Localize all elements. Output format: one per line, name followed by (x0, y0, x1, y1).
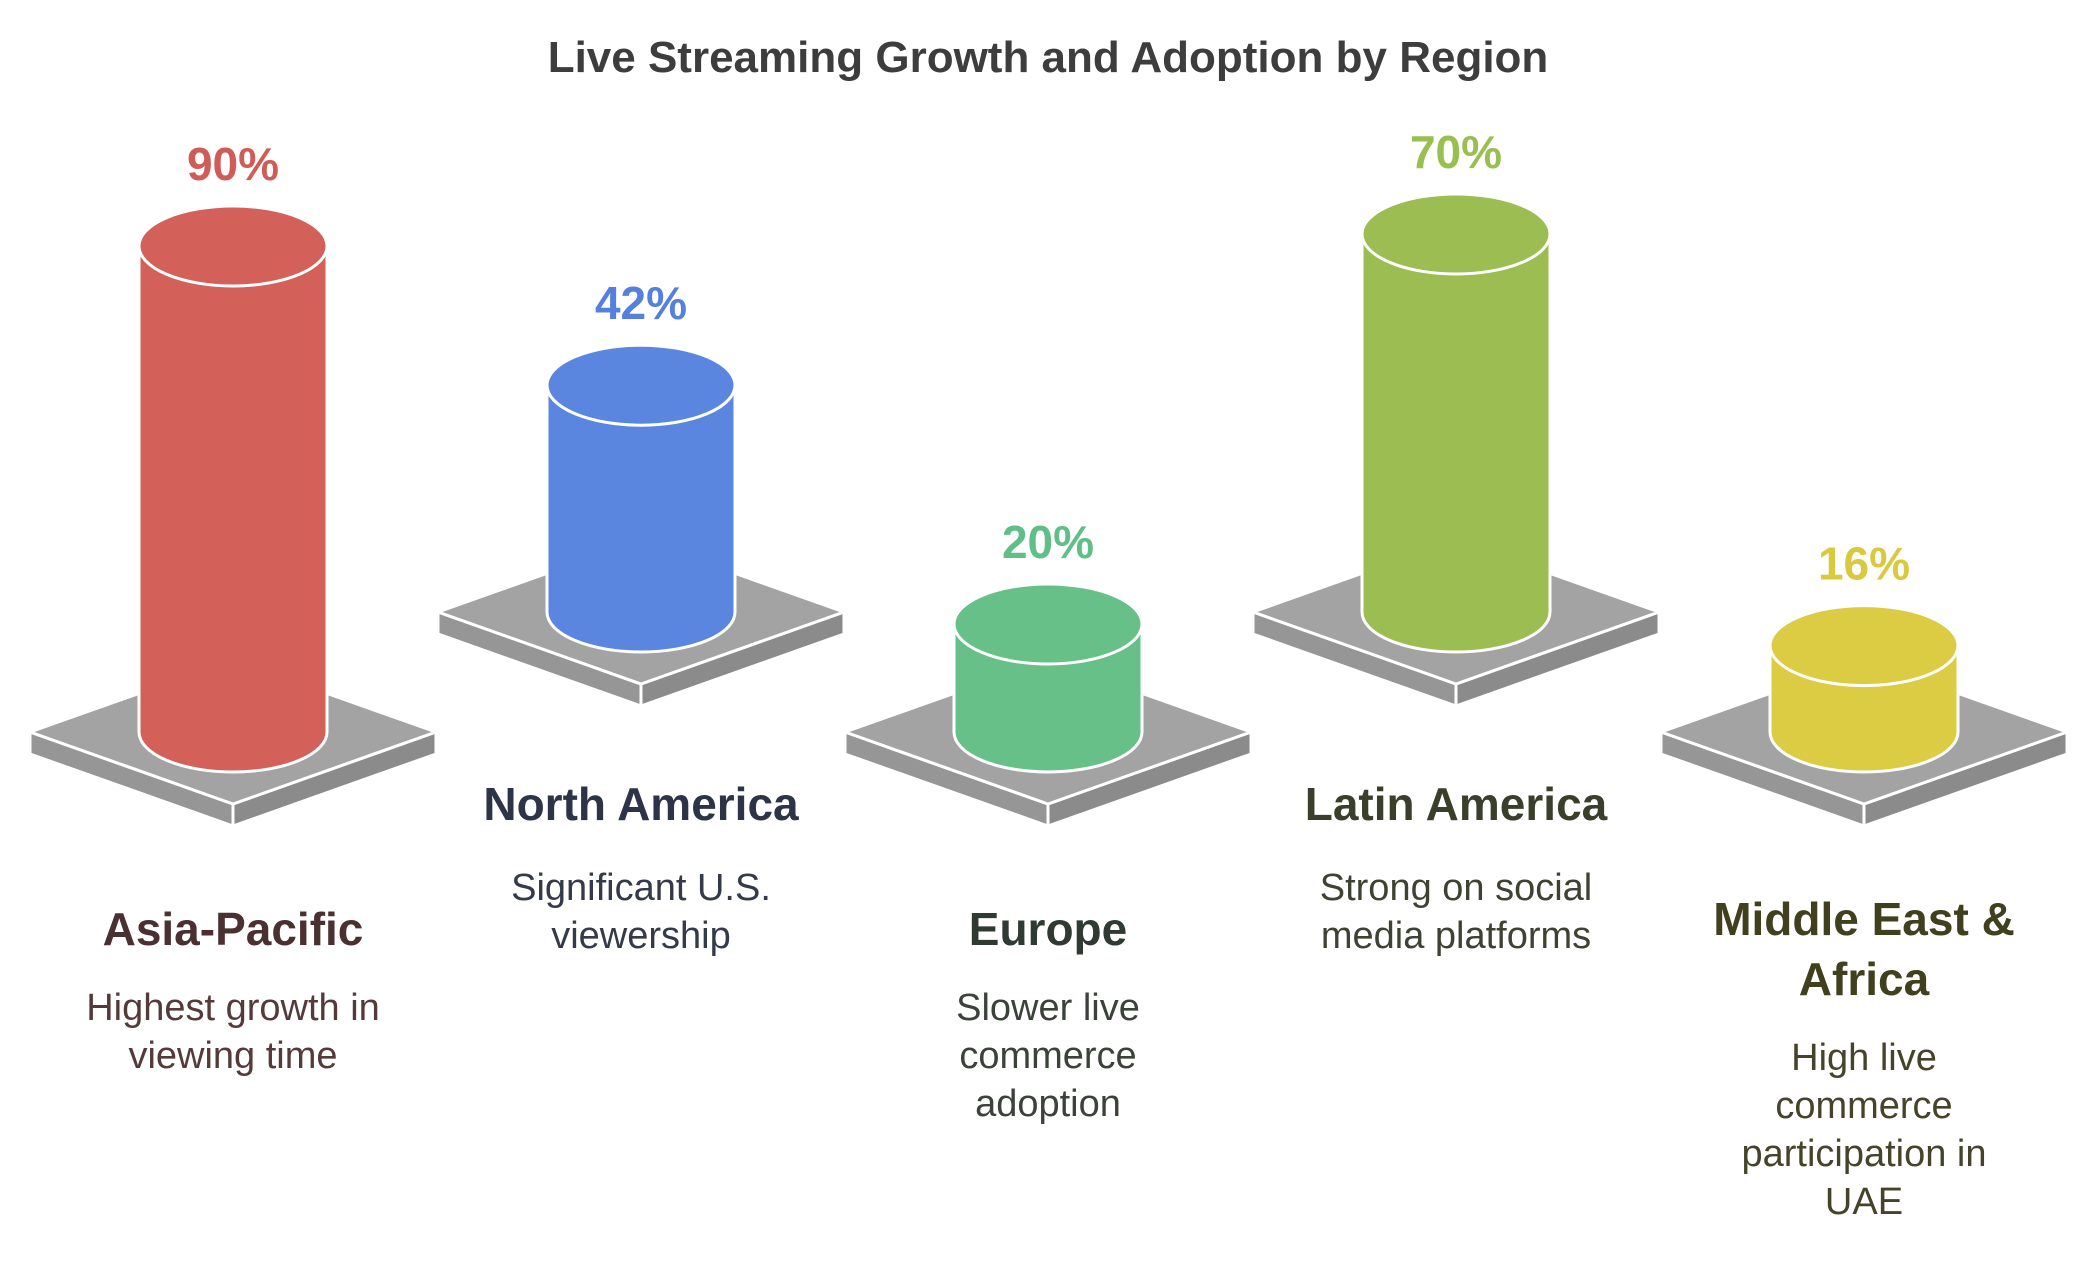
bar-top-3 (1360, 192, 1552, 276)
region-label-3-0: Latin America (1305, 778, 1608, 830)
bar-body-1 (545, 383, 737, 654)
value-label-1: 42% (595, 277, 687, 329)
description-line-4-2: participation in (1741, 1133, 1986, 1175)
region-label-0-0: Asia-Pacific (103, 903, 364, 955)
bar-body-3 (1360, 232, 1552, 654)
bar-body-0 (137, 244, 329, 774)
region-label-4-1: Africa (1799, 953, 1930, 1005)
description-line-3-1: media platforms (1321, 915, 1591, 957)
description-line-4-1: commerce (1775, 1085, 1952, 1127)
bar-top-4 (1768, 604, 1960, 688)
description-line-2-2: adoption (975, 1083, 1121, 1125)
bar-group-4: 16% Middle East & Africa High live commerce p… (1659, 538, 2069, 1223)
bar-group-3: 70% Latin America Strong on social media pl… (1251, 126, 1661, 957)
region-label-1-0: North America (483, 778, 799, 830)
bar-top-2 (952, 582, 1144, 666)
chart-title: Live Streaming Growth and Adoption by Re… (548, 33, 1549, 82)
bar-group-1: 42% North America Significant U.S. viewersh… (436, 277, 846, 957)
value-label-0: 90% (187, 138, 279, 190)
description-line-1-0: Significant U.S. (511, 867, 771, 909)
value-label-4: 16% (1818, 538, 1910, 590)
value-label-2: 20% (1002, 516, 1094, 568)
bar-group-0: 90% Asia-Pacific Highest growth in viewing … (28, 138, 438, 1077)
description-line-4-3: UAE (1825, 1181, 1903, 1223)
description-line-0-1: viewing time (128, 1035, 337, 1077)
bar-top-1 (545, 343, 737, 427)
bar-body-2 (952, 622, 1144, 774)
description-line-0-0: Highest growth in (86, 987, 380, 1029)
description-line-1-1: viewership (551, 915, 731, 957)
value-label-3: 70% (1410, 126, 1502, 178)
description-line-3-0: Strong on social (1320, 867, 1593, 909)
description-line-4-0: High live (1791, 1037, 1937, 1079)
bar-top-0 (137, 204, 329, 288)
description-line-2-0: Slower live (956, 987, 1140, 1029)
bar-group-2: 20% Europe Slower live commerce adoption (843, 516, 1253, 1125)
description-line-2-1: commerce (959, 1035, 1136, 1077)
region-label-4-0: Middle East & (1713, 893, 2015, 945)
bars-group: 90% Asia-Pacific Highest growth in viewing … (28, 126, 2069, 1223)
region-label-2-0: Europe (969, 903, 1127, 955)
